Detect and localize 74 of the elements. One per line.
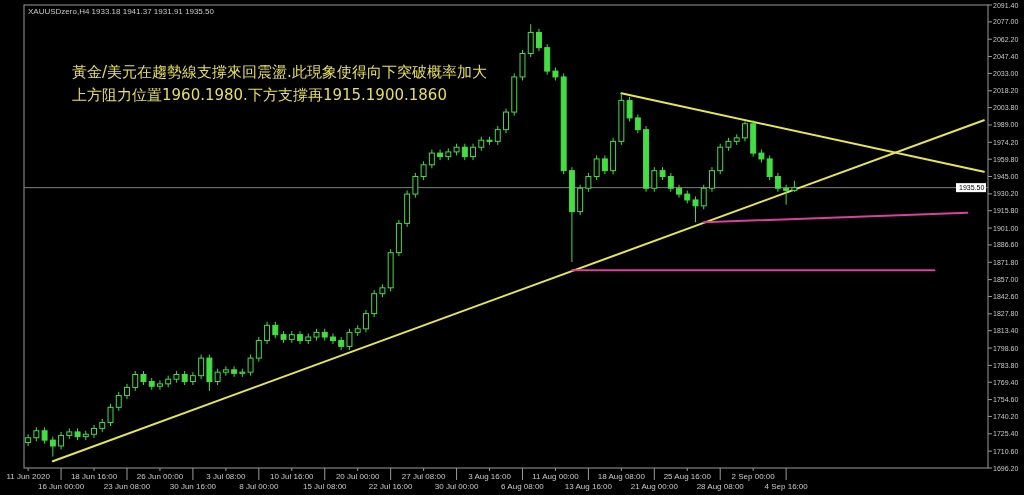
candlestick (198, 354, 205, 380)
candlestick (420, 160, 427, 181)
candlestick (601, 154, 608, 175)
candlestick (222, 365, 229, 377)
x-tick-label: 13 Aug 16:00 (564, 482, 613, 491)
x-tick-label: 30 Jun 16:00 (169, 482, 217, 491)
x-tick-label: 25 Aug 16:00 (663, 472, 712, 481)
candlestick (577, 184, 584, 216)
x-tick-label: 3 Aug 16:00 (468, 472, 512, 481)
candlestick (132, 370, 139, 392)
candlestick (709, 166, 715, 193)
x-tick-label: 6 Aug 08:00 (501, 482, 545, 491)
candlestick (189, 371, 196, 386)
candlestick (544, 43, 551, 76)
candlestick (264, 321, 271, 345)
candlestick (700, 184, 707, 210)
x-tick-label: 15 Jul 08:00 (302, 482, 348, 491)
candlestick (346, 328, 353, 351)
x-tick-label: 8 Jul 00:00 (239, 482, 279, 491)
candlestick (412, 172, 419, 199)
x-tick-label: 18 Jun 16:00 (70, 472, 118, 481)
text: 黃金/美元在趨勢線支撐來回震盪.此現象使得向下突破概率加大 (72, 63, 487, 81)
x-tick-label: 11 Jun 2020 (6, 472, 51, 481)
x-tick-label: 21 Aug 00:00 (630, 482, 679, 491)
x-tick-label: 10 Jul 16:00 (269, 472, 315, 481)
candlestick (49, 436, 56, 458)
x-tick-label: 18 Aug 08:00 (597, 472, 646, 481)
candlestick (25, 433, 32, 447)
x-tick-label: 20 Jul 00:00 (335, 472, 381, 481)
x-tick-label: 23 Jun 08:00 (103, 482, 151, 491)
candlestick (774, 172, 781, 193)
x-tick-label: 22 Jul 16:00 (368, 482, 413, 491)
candlestick (437, 149, 444, 161)
candlestick (766, 154, 773, 181)
x-tick-label: 4 Sep 16:00 (764, 482, 809, 491)
candlestick (634, 113, 641, 134)
candlestick (297, 330, 303, 345)
candlestick (717, 143, 724, 175)
candlestick (585, 172, 592, 193)
candlestick (676, 184, 682, 199)
candlestick (667, 172, 674, 193)
candlestick (231, 365, 238, 378)
candlestick (115, 391, 122, 412)
candlestick (91, 424, 98, 439)
candlestick (593, 154, 600, 181)
candlestick (503, 108, 509, 134)
candlestick (494, 125, 501, 146)
text: 上方阻力位置1960.1980.下方支撐再1915.1900.1860 (72, 86, 447, 104)
x-tick-label: 30 Jul 00:00 (434, 482, 479, 491)
x-tick-label: 27 Jul 08:00 (401, 472, 446, 481)
candlestick (519, 49, 526, 81)
candlestick (330, 333, 336, 345)
candlestick (527, 23, 534, 58)
candlestick (371, 289, 378, 318)
candlestick (783, 184, 790, 206)
x-tick-label: 28 Aug 08:00 (696, 482, 745, 491)
x-tick-label: 11 Aug 00:00 (532, 472, 580, 481)
candlestick (651, 166, 658, 193)
x-tick-label: 16 Jun 00:00 (37, 482, 85, 491)
x-tick-label: 26 Jun 00:00 (136, 472, 184, 481)
candlestick (255, 336, 262, 363)
candlestick (362, 309, 369, 333)
candlestick (626, 96, 633, 122)
candlestick (535, 28, 542, 52)
annotation: XAUUSDzero,H4 1933.18 1941.37 1931.91 1935.50 (28, 7, 215, 16)
x-tick-label: 3 Jul 08:00 (206, 472, 246, 481)
candlestick (247, 354, 254, 377)
candlestick (428, 149, 435, 169)
candlestick (692, 195, 699, 223)
candlestick (107, 403, 114, 427)
candlestick (156, 379, 163, 391)
candlestick (206, 354, 213, 392)
candlestick (741, 120, 748, 142)
x-tick-label: 2 Sep 00:00 (731, 472, 776, 481)
